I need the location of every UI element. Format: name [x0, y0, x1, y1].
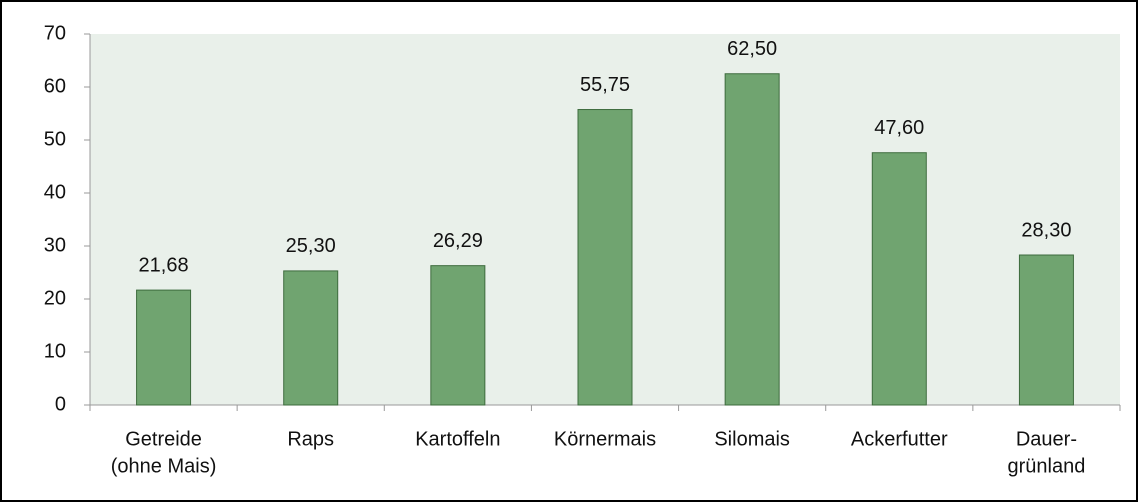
- y-tick-label: 0: [55, 393, 66, 415]
- x-tick-label: Raps: [287, 428, 334, 450]
- x-tick-label: Getreide: [125, 428, 202, 450]
- value-label: 26,29: [433, 230, 483, 252]
- x-tick-label: (ohne Mais): [111, 455, 217, 477]
- y-tick-label: 50: [44, 128, 66, 150]
- y-tick-label: 20: [44, 287, 66, 309]
- y-tick-label: 60: [44, 75, 66, 97]
- bar: [1018, 254, 1074, 406]
- bar: [430, 265, 486, 406]
- value-label: 21,68: [139, 254, 189, 276]
- y-tick-label: 10: [44, 340, 66, 362]
- value-label: 47,60: [874, 117, 924, 139]
- y-tick-label: 70: [44, 22, 66, 44]
- x-tick-label: grünland: [1008, 455, 1086, 477]
- y-tick-label: 30: [44, 234, 66, 256]
- x-tick-label: Kartoffeln: [415, 428, 500, 450]
- bar: [283, 270, 339, 406]
- bar: [871, 152, 927, 406]
- x-tick-label: Silomais: [714, 428, 790, 450]
- x-tick-label: Dauer-: [1016, 428, 1077, 450]
- bar: [724, 73, 780, 406]
- bar: [577, 109, 633, 406]
- value-label: 28,30: [1021, 219, 1071, 241]
- x-tick-label: Ackerfutter: [851, 428, 948, 450]
- bar: [136, 289, 192, 406]
- x-tick-label: Körnermais: [554, 428, 656, 450]
- value-label: 25,30: [286, 235, 336, 257]
- value-label: 62,50: [727, 38, 777, 60]
- y-tick-label: 40: [44, 181, 66, 203]
- value-label: 55,75: [580, 74, 630, 96]
